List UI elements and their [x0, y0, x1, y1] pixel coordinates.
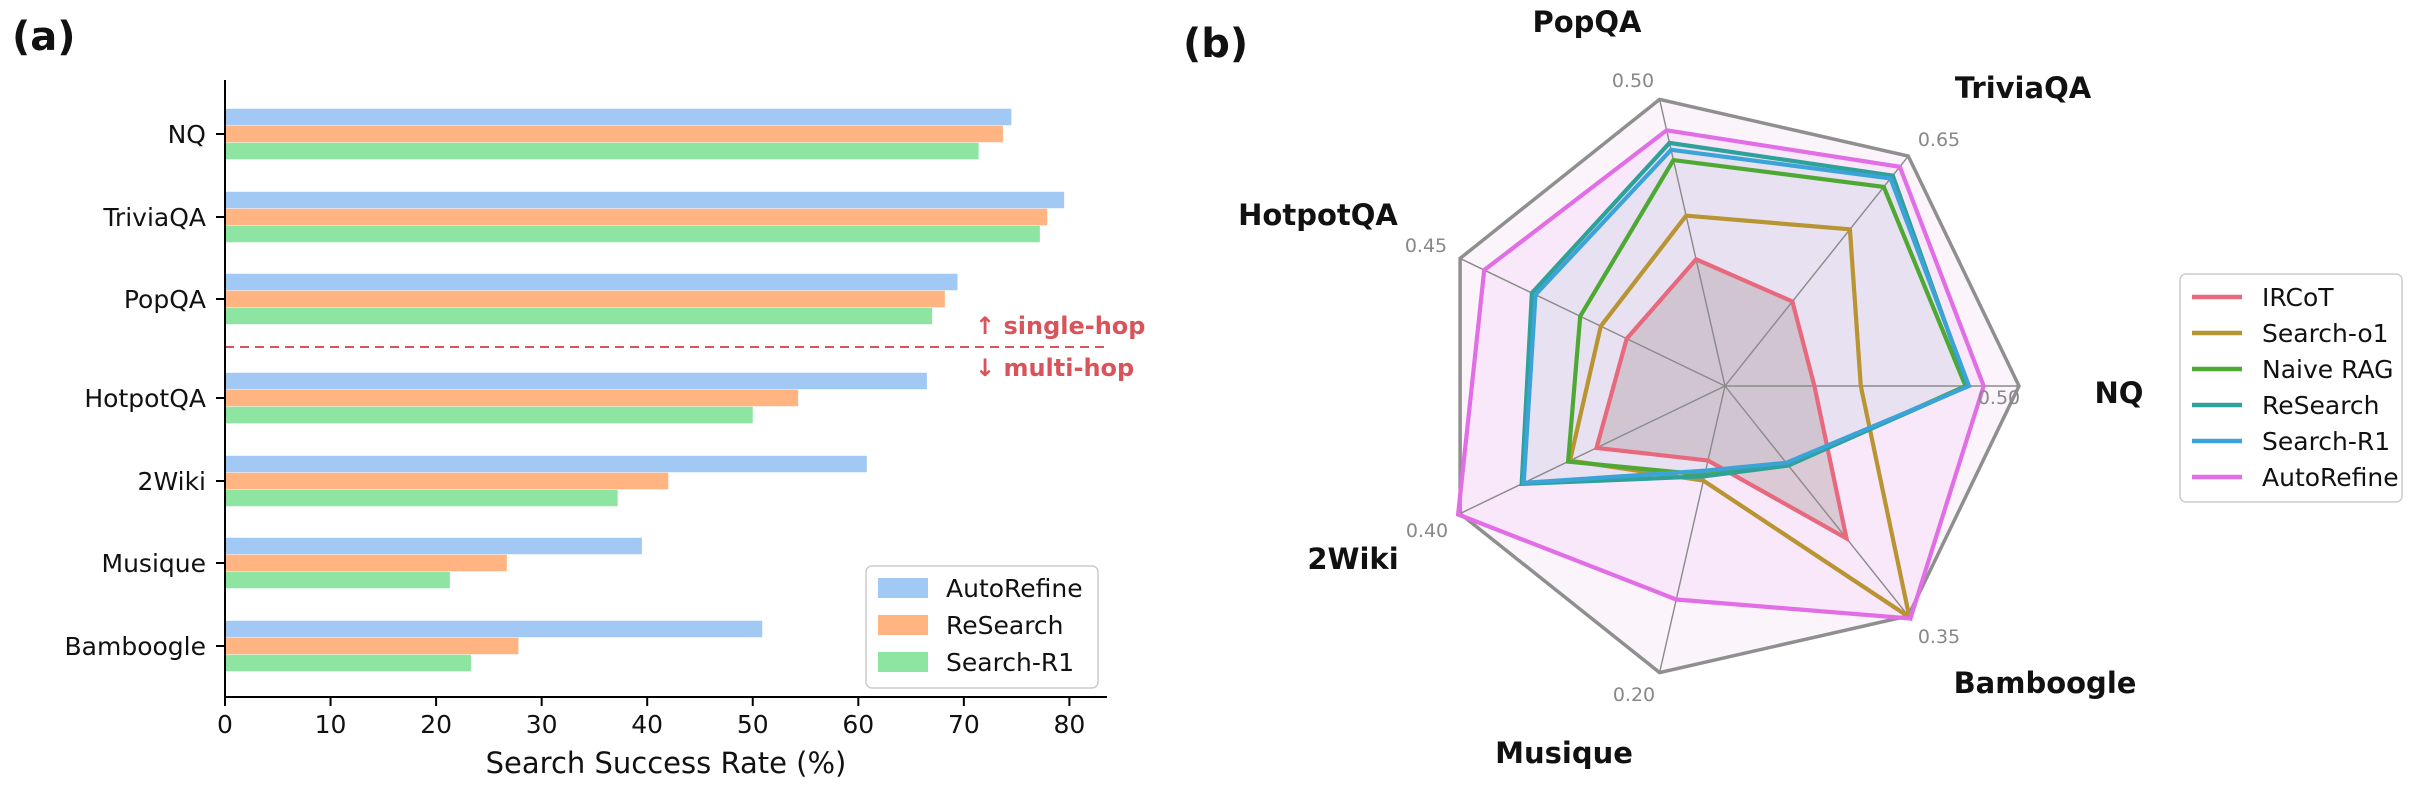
bar-chart-panel: (a) NQ TriviaQA PopQA HotpotQA 2Wiki Musique B… — [12, 14, 1145, 780]
legend-swatch-autorefine — [878, 578, 928, 598]
radar-axis-max-triviaqa: 0.65 — [1918, 129, 1960, 151]
bar-autorefine-triviaqa — [225, 191, 1065, 209]
y-tick-labels: NQ TriviaQA PopQA HotpotQA 2Wiki Musique Bambo… — [65, 120, 225, 661]
bar-search-r1-bamboogle — [225, 654, 471, 672]
radar-axis-labels: NQ 0.50 TriviaQA 0.65 PopQA 0.50 HotpotQA 0.45 2… — [1238, 5, 2143, 770]
radar-spoke-triviaqa — [1724, 155, 1909, 387]
legend-label-autorefine: AutoRefine — [946, 574, 1083, 603]
radar-line-research — [1519, 140, 1971, 487]
bar-autorefine-musique — [225, 537, 642, 555]
radar-axis-label-triviaqa: TriviaQA — [1955, 71, 2092, 105]
x-tick-label-20: 20 — [420, 710, 452, 739]
radar-spoke-musique — [1658, 385, 1726, 673]
bar-search-r1-musique — [225, 571, 450, 589]
bar-search-r1-2wiki — [225, 489, 618, 507]
radar-axis-max-musique: 0.20 — [1613, 684, 1655, 706]
bar-research-2wiki — [225, 472, 669, 490]
x-tick-label-10: 10 — [315, 710, 347, 739]
legend-label-autorefine: AutoRefine — [2262, 463, 2399, 492]
y-tick-label-hotpotqa: HotpotQA — [84, 384, 206, 413]
radar-axis-max-popqa: 0.50 — [1612, 70, 1654, 92]
radar-axis-label-2wiki: 2Wiki — [1307, 542, 1398, 576]
radar-outer-frame — [1458, 97, 2021, 675]
radar-axis-max-bamboogle: 0.35 — [1918, 626, 1960, 648]
bar-search-r1-triviaqa — [225, 225, 1040, 243]
legend-label-ircot: IRCoT — [2262, 283, 2334, 312]
multi-hop-label: ↓ multi-hop — [975, 354, 1134, 382]
x-tick-label-0: 0 — [217, 710, 233, 739]
bar-research-bamboogle — [225, 637, 519, 655]
legend-label-research: ReSearch — [2262, 391, 2380, 420]
legend-label-naive-rag: Naive RAG — [2262, 355, 2393, 384]
panel-label-b: (b) — [1183, 21, 1248, 67]
radar-legend: IRCoT Search-o1 Naive RAG ReSearch Search-R1… — [2179, 273, 2403, 503]
radar-line-autorefine — [1455, 128, 1986, 621]
hop-divider: ↑ single-hop ↓ multi-hop — [225, 312, 1145, 382]
radar-spoke-popqa — [1658, 99, 1726, 387]
radar-axis-max-2wiki: 0.40 — [1406, 520, 1448, 542]
single-hop-label: ↑ single-hop — [975, 312, 1145, 340]
x-tick-label-40: 40 — [631, 710, 663, 739]
radar-line-ircot — [1593, 256, 1850, 543]
legend-swatch-research — [878, 615, 928, 635]
bar-research-musique — [225, 554, 507, 572]
radar-series-lines — [1455, 128, 1986, 622]
radar-axis-max-hotpotqa: 0.45 — [1405, 235, 1447, 257]
legend-label-search-r1: Search-R1 — [946, 648, 1074, 677]
bar-research-nq — [225, 125, 1003, 143]
radar-axis-label-hotpotqa: HotpotQA — [1238, 198, 1398, 232]
radar-spoke-2wiki — [1459, 385, 1726, 515]
x-tick-label-30: 30 — [526, 710, 558, 739]
bar-autorefine-2wiki — [225, 455, 867, 473]
x-tick-label-80: 80 — [1053, 710, 1085, 739]
x-tick-label-60: 60 — [842, 710, 874, 739]
y-tick-label-musique: Musique — [102, 549, 206, 578]
y-tick-label-nq: NQ — [168, 120, 206, 149]
radar-spoke-hotpotqa — [1459, 257, 1726, 387]
radar-spoke-bamboogle — [1724, 385, 1909, 617]
panel-label-a: (a) — [12, 14, 76, 60]
bar-autorefine-hotpotqa — [225, 372, 927, 390]
x-tick-label-70: 70 — [948, 710, 980, 739]
y-tick-label-triviaqa: TriviaQA — [102, 203, 206, 232]
radar-line-search-o1 — [1567, 213, 1913, 622]
bar-research-popqa — [225, 290, 945, 308]
legend-label-search-o1: Search-o1 — [2262, 319, 2389, 348]
legend-label-research: ReSearch — [946, 611, 1064, 640]
y-tick-label-bamboogle: Bamboogle — [65, 632, 206, 661]
legend-swatch-search-r1 — [878, 652, 928, 672]
y-tick-label-2wiki: 2Wiki — [138, 467, 206, 496]
radar-line-search-r1 — [1521, 147, 1972, 486]
radar-chart-panel: (b) NQ 0.50 TriviaQA 0.65 PopQA 0.50 HotpotQA 0… — [1183, 5, 2403, 770]
y-tick-label-popqa: PopQA — [124, 285, 206, 314]
radar-axis-label-nq: NQ — [2095, 376, 2144, 410]
bar-search-r1-popqa — [225, 307, 933, 325]
bar-research-hotpotqa — [225, 389, 799, 407]
bar-autorefine-popqa — [225, 273, 958, 291]
radar-axis-label-popqa: PopQA — [1532, 5, 1642, 39]
radar-axis-label-musique: Musique — [1495, 736, 1633, 770]
radar-axis-label-bamboogle: Bamboogle — [1954, 666, 2137, 700]
bar-search-r1-hotpotqa — [225, 406, 753, 424]
radar-axis-max-nq: 0.50 — [1978, 387, 2020, 409]
x-axis-label: Search Success Rate (%) — [486, 746, 847, 780]
x-ticks: 0 10 20 30 40 50 60 70 80 — [217, 697, 1085, 739]
bar-legend: AutoRefine ReSearch Search-R1 — [865, 565, 1099, 689]
bar-autorefine-nq — [225, 108, 1012, 126]
bar-search-r1-nq — [225, 142, 979, 160]
legend-label-search-r1: Search-R1 — [2262, 427, 2390, 456]
bar-autorefine-bamboogle — [225, 620, 763, 638]
bar-research-triviaqa — [225, 208, 1048, 226]
bars — [225, 108, 1065, 672]
x-tick-label-50: 50 — [737, 710, 769, 739]
